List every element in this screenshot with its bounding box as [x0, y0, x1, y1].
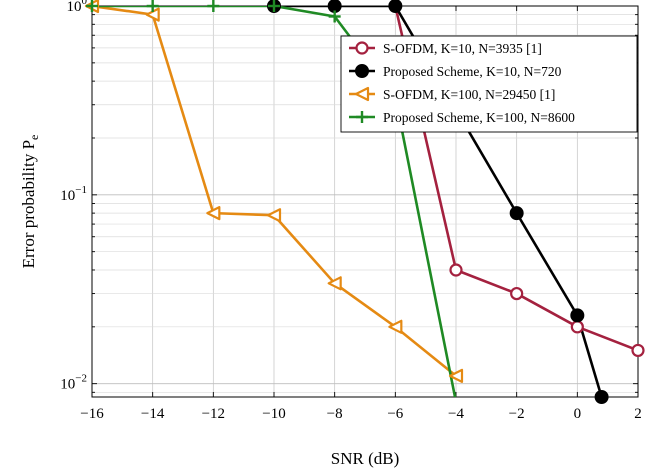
- data-point: [388, 0, 403, 13]
- data-point: [631, 343, 645, 358]
- y-axis-label: Error probability Pe: [19, 135, 41, 269]
- legend-marker: [355, 41, 369, 55]
- y-tick-label: 10−2: [60, 373, 87, 393]
- data-point: [206, 206, 221, 221]
- legend-label: Proposed Scheme, K=10, N=720: [383, 64, 562, 79]
- data-point: [266, 208, 282, 223]
- data-point: [388, 319, 403, 334]
- data-point: [570, 320, 584, 334]
- x-tick-label: −2: [509, 406, 525, 422]
- x-tick-label: −10: [262, 406, 285, 422]
- data-point: [509, 206, 524, 221]
- data-point: [146, 0, 159, 12]
- marker-layer: [84, 0, 645, 404]
- legend-label: S-OFDM, K=100, N=29450 [1]: [383, 87, 555, 102]
- legend-marker: [356, 111, 368, 123]
- data-point: [510, 286, 524, 301]
- y-axis-label-main: Error probability P: [19, 140, 38, 268]
- data-point: [327, 276, 342, 291]
- data-point: [207, 0, 220, 12]
- data-point: [448, 368, 464, 383]
- data-point: [268, 0, 280, 12]
- x-tick-label: −6: [387, 406, 403, 422]
- x-tick-label: −14: [141, 406, 165, 422]
- x-axis-label: SNR (dB): [331, 449, 399, 468]
- data-point: [570, 308, 585, 323]
- y-tick-label: 100: [67, 0, 88, 15]
- legend-box: [340, 35, 638, 133]
- x-tick-label: −12: [202, 406, 225, 422]
- x-tick-label: −4: [448, 406, 464, 422]
- y-tick-label: 10−1: [60, 184, 87, 204]
- x-tick-label: −8: [327, 406, 343, 422]
- legend-label: Proposed Scheme, K=100, N=8600: [383, 110, 575, 125]
- x-tick-label: 0: [574, 406, 582, 422]
- data-point: [328, 10, 341, 23]
- legend-label: S-OFDM, K=10, N=3935 [1]: [383, 41, 542, 56]
- data-point: [86, 0, 98, 12]
- data-point: [594, 390, 609, 404]
- x-tick-label: 2: [634, 406, 642, 422]
- axis-titles: SNR (dB) Error probability Pe: [19, 135, 399, 468]
- legend-marker: [355, 64, 369, 78]
- legend-marker: [354, 86, 370, 102]
- legend: S-OFDM, K=10, N=3935 [1] Proposed Scheme,…: [340, 35, 638, 133]
- data-point: [449, 263, 463, 277]
- y-axis-label-subscript: e: [27, 135, 41, 140]
- tick-labels: −16 −14 −12 −10 −8 −6 −4 −2 0 2 100 10−1 10−2: [60, 0, 641, 422]
- x-tick-label: −16: [80, 406, 104, 422]
